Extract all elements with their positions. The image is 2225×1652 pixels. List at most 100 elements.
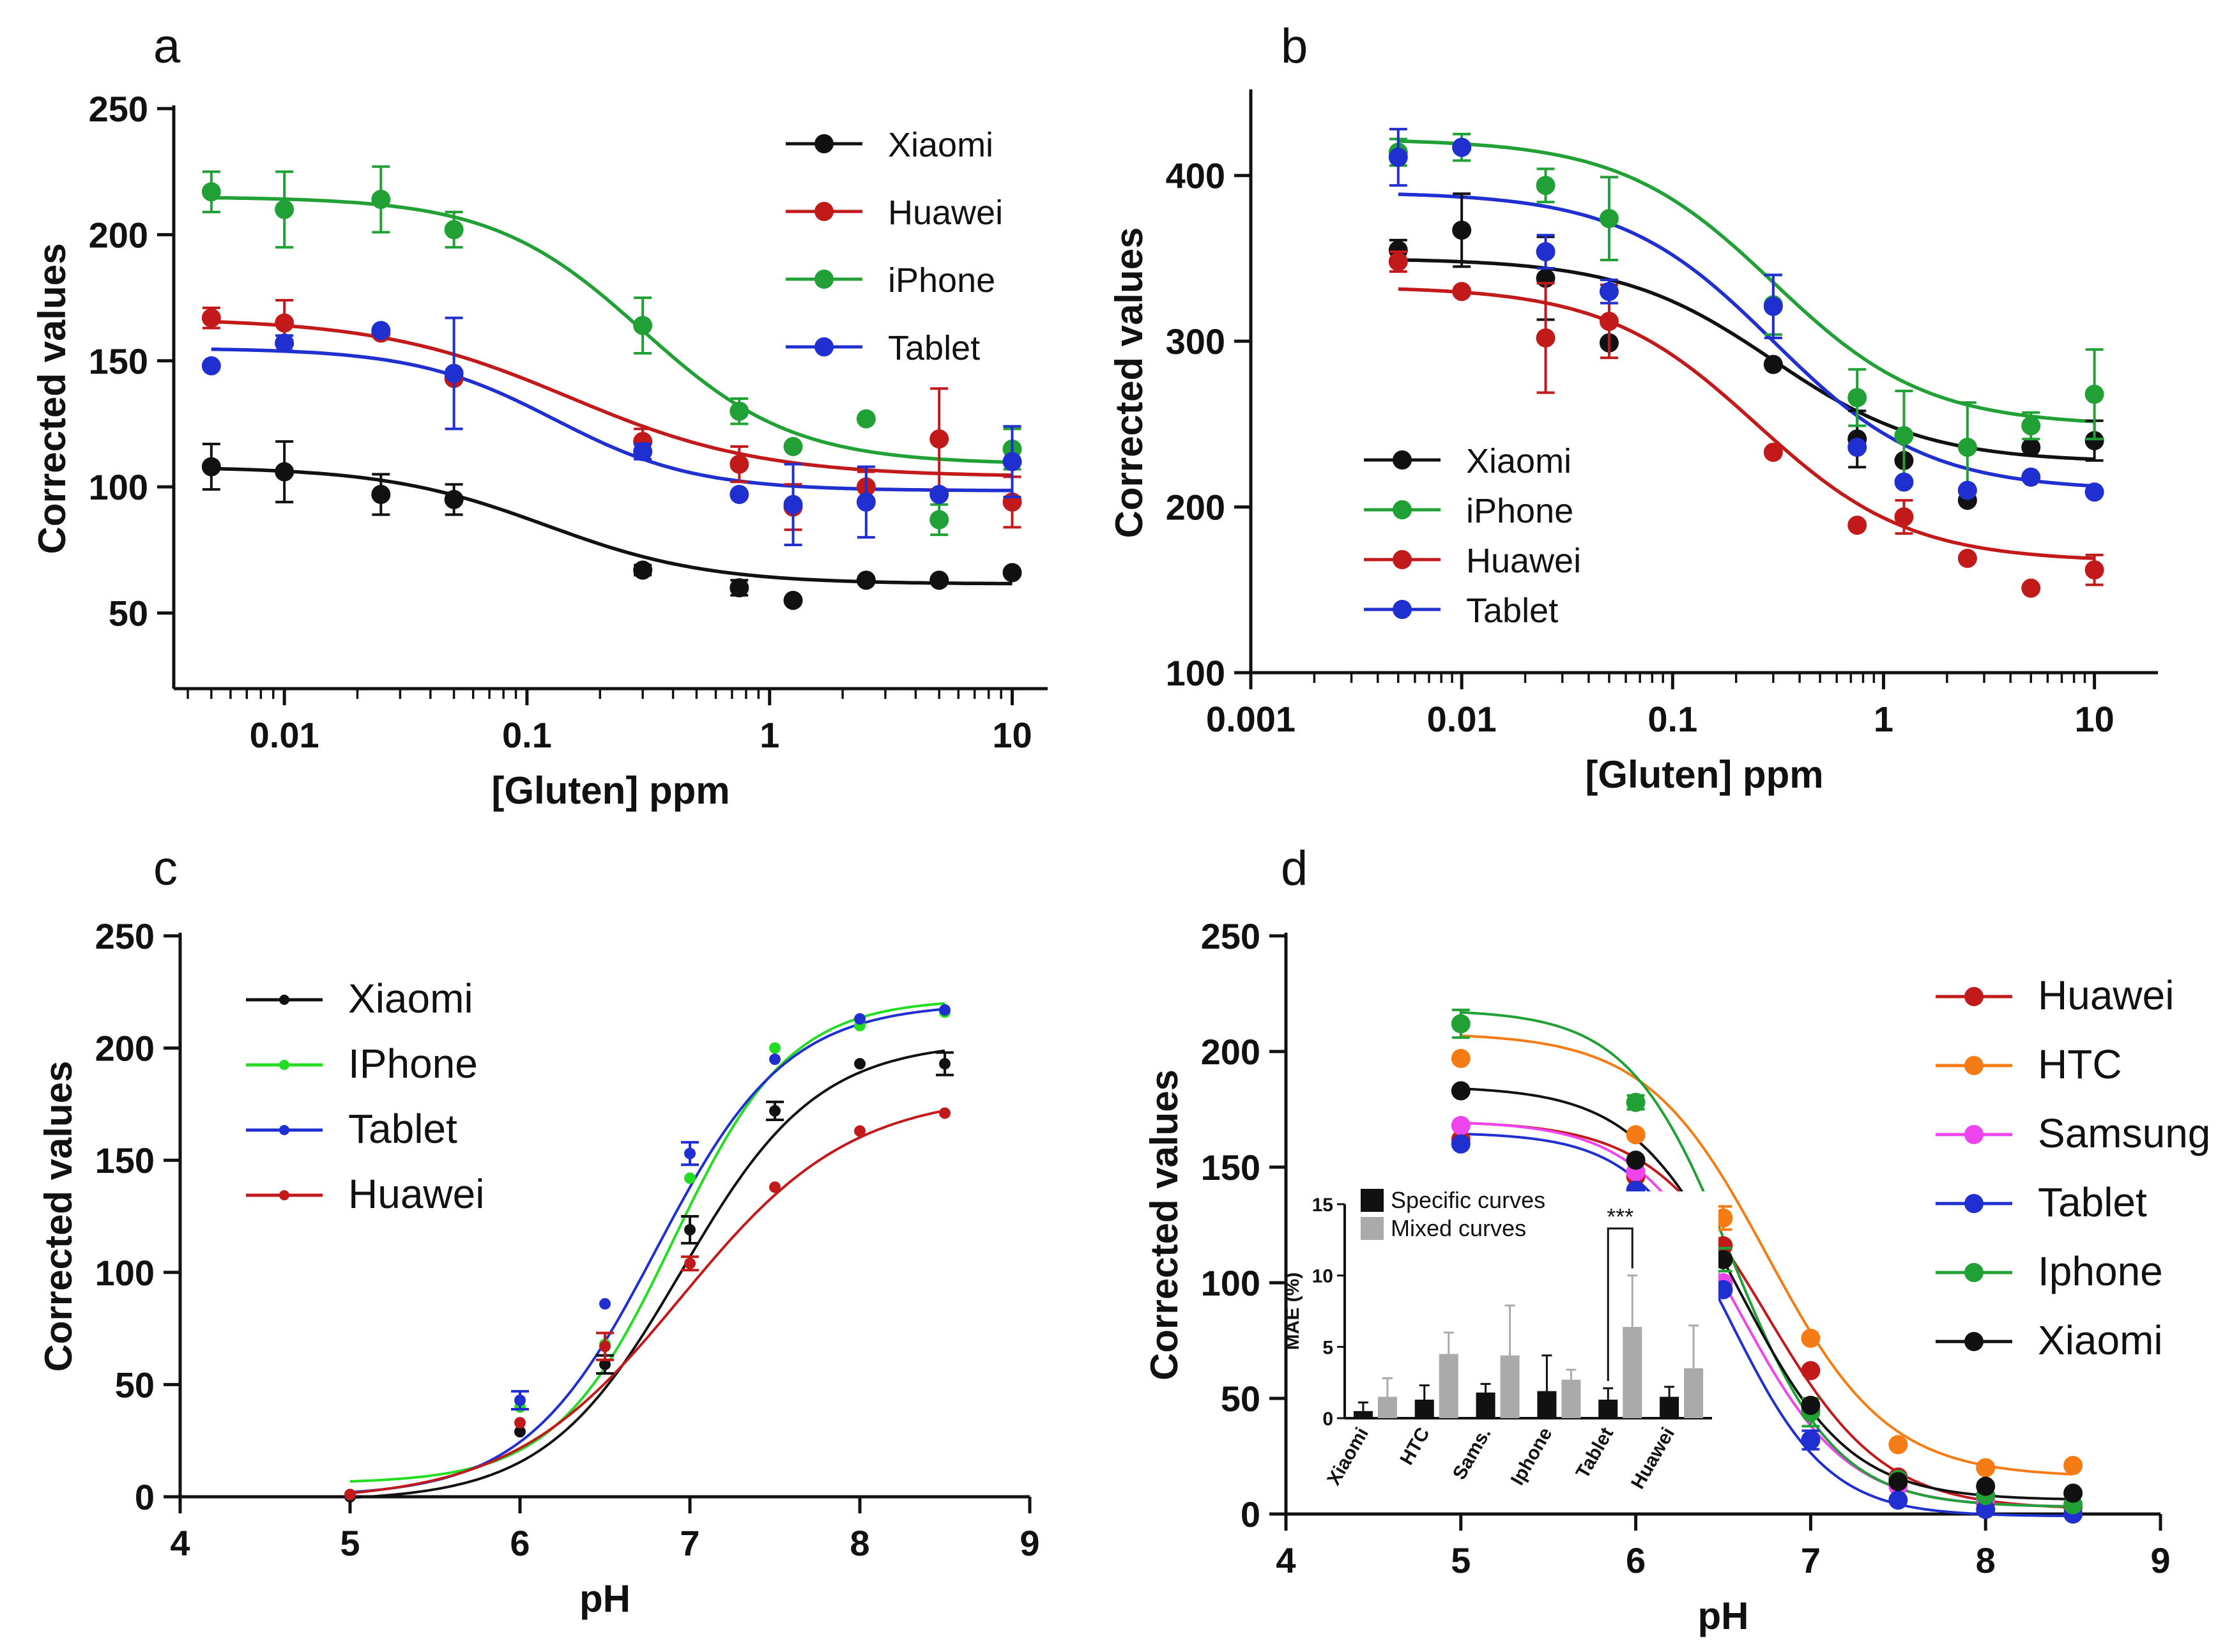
- panel-label: b: [1281, 19, 1308, 73]
- data-point-iphone: [684, 1172, 696, 1184]
- x-tick-label: 10: [992, 715, 1032, 755]
- legend-label-samsung: Samsung: [2038, 1110, 2210, 1156]
- data-point-xiaomi: [633, 560, 653, 580]
- fit-curve-iphone: [349, 1002, 945, 1483]
- data-point-huawei: [730, 454, 749, 474]
- legend-marker-xiaomi: [1393, 450, 1412, 470]
- data-point-tablet: [2021, 467, 2041, 487]
- inset-legend-swatch-mixed-curves: [1361, 1217, 1384, 1240]
- data-point-htc: [1888, 1435, 1908, 1455]
- data-point-huawei: [1452, 282, 1472, 302]
- y-tick-label: 150: [95, 1140, 155, 1181]
- data-point-tablet: [1451, 1134, 1471, 1154]
- y-tick-label: 200: [89, 215, 148, 255]
- data-point-tablet: [371, 321, 391, 340]
- data-point-huawei: [514, 1417, 526, 1429]
- legend-marker-iphone: [279, 1060, 289, 1070]
- data-point-tablet: [1957, 480, 1977, 500]
- data-point-xiaomi: [514, 1426, 526, 1438]
- y-tick-label: 250: [1201, 916, 1260, 956]
- legend-marker-htc: [1964, 1056, 1984, 1075]
- y-tick-label: 300: [1166, 321, 1225, 362]
- data-point-iphone: [783, 437, 803, 457]
- inset-background: [1338, 1191, 1718, 1508]
- chart-panel-b: b 100 200 300 400 0.001 0.01 0.1 1 10 [Gluten] ppm…: [1108, 19, 2158, 796]
- fit-curve-xiaomi: [349, 1049, 945, 1499]
- data-point-tablet: [1599, 282, 1619, 302]
- panel-label: c: [153, 841, 178, 896]
- data-point-xiaomi: [856, 570, 876, 590]
- significance-bracket: [1607, 1227, 1633, 1381]
- x-tick-label: 6: [510, 1523, 530, 1563]
- data-point-tablet: [1976, 1499, 1996, 1519]
- data-point-tablet: [1894, 472, 1914, 492]
- x-axis-title: [Gluten] ppm: [491, 769, 730, 812]
- legend-marker-tablet: [814, 337, 834, 356]
- y-tick-label: 200: [1166, 487, 1225, 528]
- legend-label-xiaomi: Xiaomi: [888, 126, 993, 164]
- y-tick-label: 100: [1166, 653, 1225, 693]
- data-point-tablet: [599, 1297, 611, 1310]
- data-point-xiaomi: [854, 1058, 866, 1070]
- legend-label-iphone: iPhone: [888, 261, 995, 300]
- x-tick-label: 0.1: [1648, 699, 1697, 739]
- inset-bar-mixed-curves: [1500, 1355, 1520, 1418]
- legend-marker-huawei: [814, 202, 834, 221]
- legend-marker-iphone: [1393, 500, 1412, 519]
- data-point-tablet: [444, 363, 464, 383]
- data-point-huawei: [684, 1257, 696, 1269]
- data-point-xiaomi: [2021, 438, 2041, 457]
- data-point-huawei: [854, 1125, 866, 1137]
- data-point-iphone: [1599, 209, 1619, 229]
- data-point-xiaomi: [371, 485, 391, 505]
- inset-bar-specific-curves: [1476, 1392, 1495, 1418]
- legend-marker-tablet: [279, 1125, 289, 1135]
- data-point-xiaomi: [599, 1358, 611, 1370]
- y-axis-title: Corrected values: [1108, 227, 1151, 539]
- legend-label-tablet: Tablet: [348, 1106, 457, 1152]
- fit-curve-tablet: [211, 347, 1013, 493]
- data-point-tablet: [514, 1394, 526, 1406]
- data-point-xiaomi: [1763, 355, 1783, 374]
- data-point-huawei: [1763, 442, 1783, 462]
- legend-label-tablet: Tablet: [1466, 592, 1558, 630]
- data-point-xiaomi: [684, 1224, 696, 1236]
- x-tick-label: 0.1: [502, 715, 552, 755]
- data-point-huawei: [769, 1181, 781, 1193]
- data-point-iphone: [444, 220, 464, 240]
- inset-bar-specific-curves: [1414, 1399, 1434, 1418]
- legend-marker-tablet: [1393, 600, 1412, 619]
- data-point-xiaomi: [1801, 1395, 1821, 1415]
- data-point-tablet: [2084, 482, 2104, 502]
- legend-label-huawei: Huawei: [348, 1171, 484, 1217]
- data-point-htc: [1626, 1125, 1646, 1145]
- legend-label-iphone: Iphone: [2038, 1248, 2163, 1294]
- legend-marker-huawei: [1393, 550, 1412, 569]
- inset-legend-label-mixed-curves: Mixed curves: [1391, 1215, 1526, 1241]
- x-axis-title: pH: [1698, 1595, 1749, 1637]
- x-tick-label: 5: [340, 1523, 360, 1563]
- chart-panel-a: a 50 100 150 200 250 0.01 0.1 1 10 [Gluten] ppm Cor…: [31, 19, 1048, 812]
- data-point-iphone: [1894, 426, 1914, 446]
- data-point-tablet: [275, 333, 294, 353]
- data-point-iphone: [1626, 1092, 1646, 1112]
- data-point-huawei: [599, 1340, 611, 1352]
- data-point-tablet: [1888, 1490, 1908, 1510]
- data-point-xiaomi: [1626, 1151, 1646, 1170]
- data-point-iphone: [1847, 388, 1867, 408]
- y-tick-label: 200: [1201, 1032, 1260, 1072]
- data-point-huawei: [1536, 328, 1556, 348]
- legend-marker-huawei: [279, 1190, 289, 1200]
- data-point-iphone: [1536, 176, 1556, 195]
- data-point-htc: [1801, 1328, 1821, 1348]
- data-point-xiaomi: [1452, 220, 1472, 240]
- chart-panel-c: c 0 50 100 150 200 250 4 5 6 7 8 9 pH Corrected values…: [37, 841, 1040, 1620]
- data-point-tablet: [854, 1013, 866, 1025]
- inset-bar-specific-curves: [1660, 1396, 1679, 1418]
- legend-marker-samsung: [1964, 1125, 1984, 1144]
- legend-label-tablet: Tablet: [888, 329, 980, 367]
- x-tick-label: 7: [680, 1523, 700, 1563]
